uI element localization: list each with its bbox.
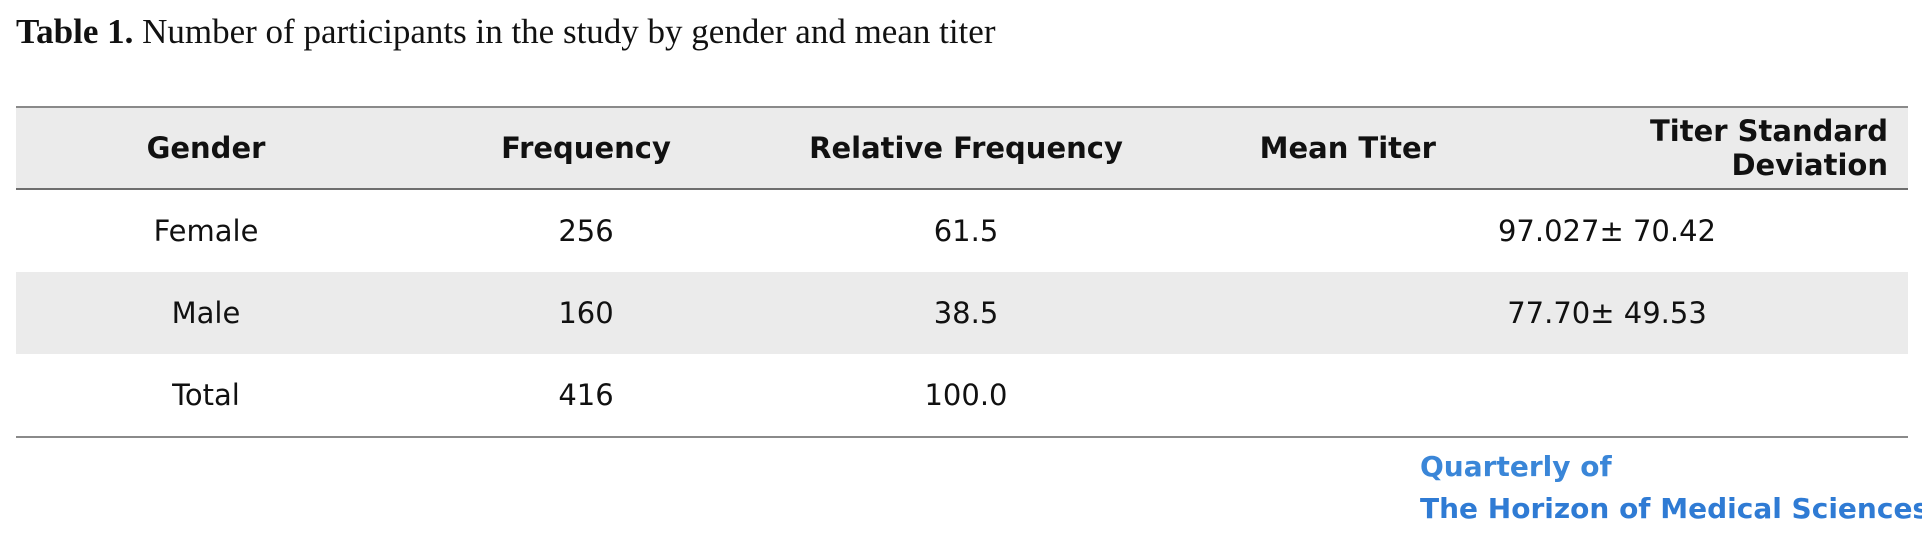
cell-frequency: 160	[558, 296, 614, 330]
table-caption-label: Table 1.	[16, 12, 134, 51]
table-row: Male 160 38.5 77.70± 49.53	[16, 272, 1908, 354]
cell-frequency: 416	[558, 378, 614, 412]
cell-gender: Total	[172, 378, 240, 412]
header-frequency: Frequency	[501, 131, 671, 165]
journal-logo: Quarterly of The Horizon of Medical Scie…	[1420, 446, 1922, 530]
table-caption-text: Number of participants in the study by g…	[142, 12, 996, 51]
header-gender: Gender	[146, 131, 266, 165]
cell-mean-titer-sd	[1156, 354, 1908, 437]
cell-relative-frequency: 61.5	[933, 214, 999, 248]
cell-gender: Female	[153, 214, 259, 248]
participants-table: Gender Frequency Relative Frequency Mean…	[16, 106, 1908, 438]
journal-logo-line1: Quarterly of	[1420, 450, 1612, 483]
table-caption: Table 1. Number of participants in the s…	[16, 12, 995, 52]
header-mean-titer: Mean Titer	[1259, 131, 1436, 165]
table-header-row: Gender Frequency Relative Frequency Mean…	[16, 107, 1908, 189]
header-relative-frequency: Relative Frequency	[809, 131, 1123, 165]
table-row: Total 416 100.0	[16, 354, 1908, 437]
data-table-container: Gender Frequency Relative Frequency Mean…	[16, 106, 1908, 438]
cell-relative-frequency: 100.0	[924, 378, 1008, 412]
cell-relative-frequency: 38.5	[933, 296, 999, 330]
cell-frequency: 256	[558, 214, 614, 248]
cell-mean-titer-sd: 77.70± 49.53	[1507, 296, 1707, 330]
journal-logo-line2: The Horizon of Medical Sciences	[1420, 492, 1922, 525]
cell-mean-titer-sd: 97.027± 70.42	[1497, 214, 1716, 248]
cell-gender: Male	[171, 296, 241, 330]
header-titer-sd: Titer Standard Deviation	[1649, 114, 1888, 182]
table-row: Female 256 61.5 97.027± 70.42	[16, 189, 1908, 272]
